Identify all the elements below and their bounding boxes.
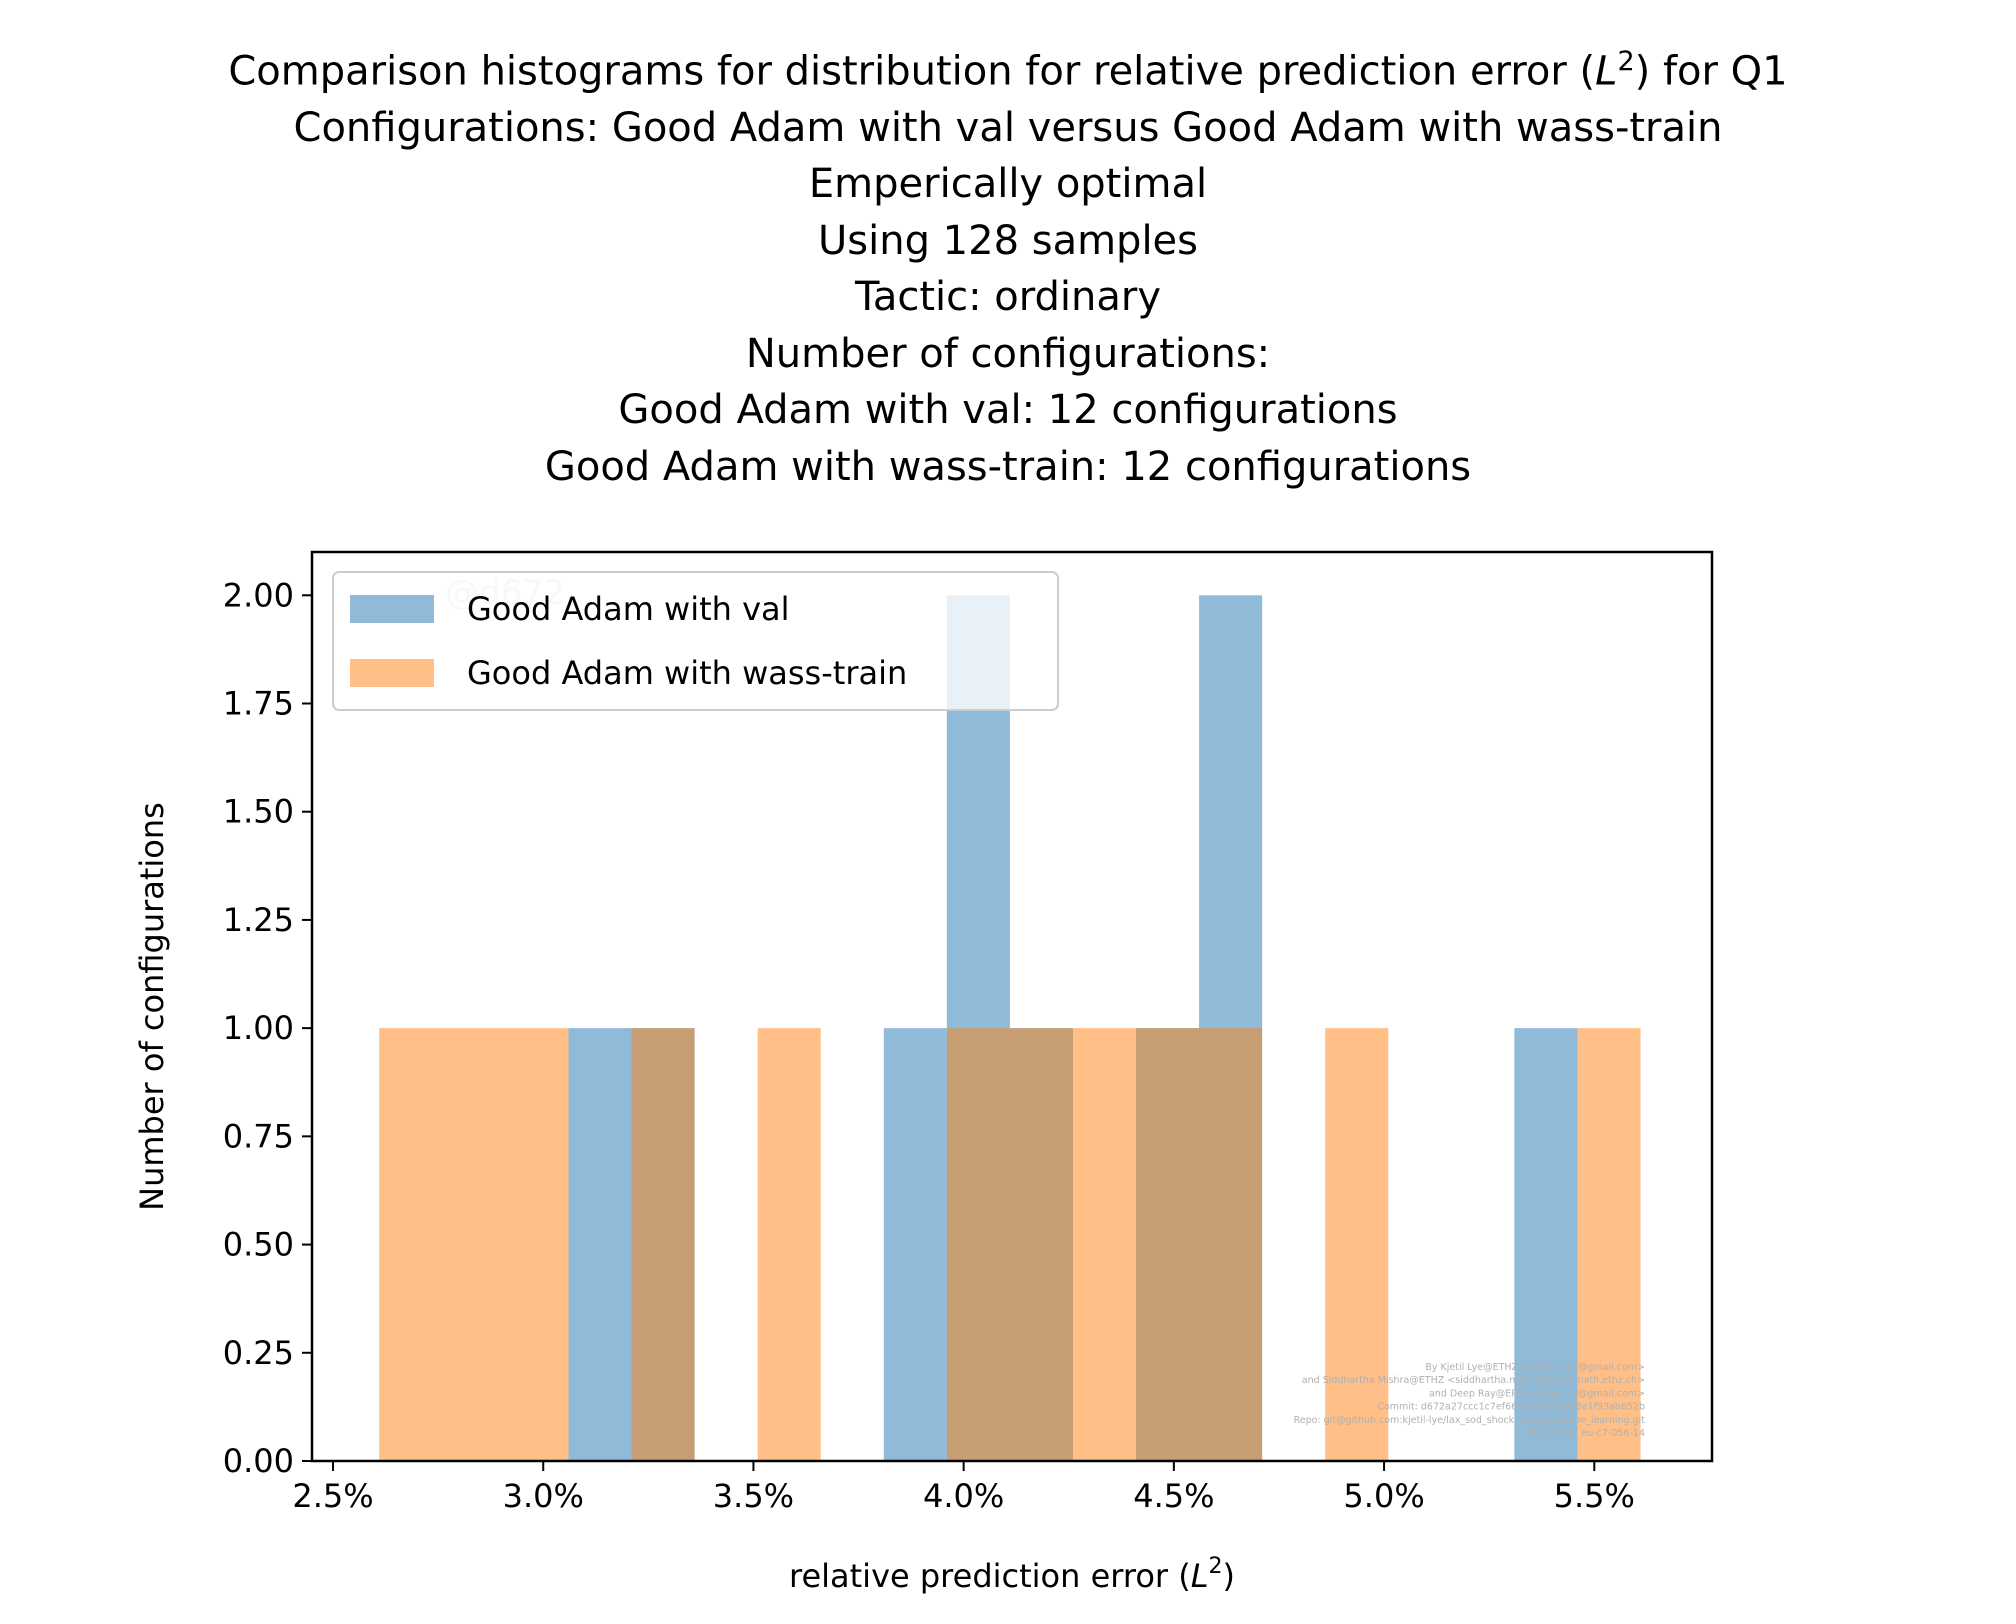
y-tick-label: 0.00: [223, 1442, 294, 1480]
bar-series-2-bin-2: [631, 1028, 695, 1461]
credit-line: Repo: git@github.com:kjetil-lye/lax_sod_…: [1294, 1415, 1646, 1426]
credit-line: Commit: d672a27ccc1c7ef664f29f55f5808e1f…: [1377, 1402, 1645, 1413]
y-axis-label: Number of configurations: [133, 802, 171, 1211]
credit-line: and Siddhartha Mishra@ETHZ <siddhartha.m…: [1302, 1375, 1645, 1386]
bar-series-2-bin-3: [757, 1028, 821, 1461]
title-line-5: Tactic: ordinary: [855, 274, 1161, 321]
axes-frame: [310, 550, 1714, 1463]
bar-series-2-bin-6: [1136, 1028, 1263, 1461]
chart-title: Comparison histograms for distribution f…: [0, 34, 2016, 495]
legend-box: [332, 571, 1059, 711]
bar-series-1-bin-1: [568, 1028, 632, 1461]
legend-swatch-2: [350, 659, 434, 687]
x-axis-ticks: 2.5% 3.0% 3.5% 4.0% 4.5% 5.0% 5.5%: [292, 1461, 1635, 1515]
x-tick-label: 2.5%: [292, 1477, 373, 1515]
y-tick-label: 1.50: [223, 793, 294, 831]
credits-layer: By Kjetil Lye@ETHZ <kjetil.o.lye@gmail.c…: [1294, 1362, 1646, 1439]
title-line-2: Configurations: Good Adam with val versu…: [293, 104, 1723, 151]
y-tick-label: 0.25: [223, 1334, 294, 1372]
bar-series-2-bin-4: [946, 1028, 1073, 1461]
credit-line: Hostname: eu-c7-056-14: [1527, 1428, 1645, 1439]
title-line-6: Number of configurations:: [745, 330, 1271, 377]
title-line-7: Good Adam with val: 12 configurations: [618, 387, 1398, 434]
x-tick-label: 3.5%: [713, 1477, 794, 1515]
title-line-8: Good Adam with wass-train: 12 configurat…: [544, 443, 1472, 490]
bar-series-2-bin-8: [1577, 1028, 1641, 1461]
y-tick-label: 0.75: [223, 1117, 294, 1155]
x-tick-label: 4.0%: [923, 1477, 1004, 1515]
bar-series-2-bin-7: [1325, 1028, 1389, 1461]
x-axis-label: relative prediction error (L2): [789, 1554, 1235, 1595]
bar-series-2-bin-1: [379, 1028, 569, 1461]
legend-label-1: Good Adam with val: [467, 590, 790, 628]
y-tick-label: 2.00: [223, 576, 294, 614]
legend-label-2: Good Adam with wass-train: [467, 654, 907, 692]
x-tick-label: 5.0%: [1343, 1477, 1424, 1515]
bar-series-2-bin-5: [1072, 1028, 1137, 1461]
legend-swatch-1: [350, 595, 434, 623]
y-axis-ticks: 0.00 0.25 0.50 0.75 1.00 1.25 1.50 1.75 2.00: [223, 576, 312, 1480]
x-tick-label: 4.5%: [1133, 1477, 1214, 1515]
y-tick-label: 1.25: [223, 901, 294, 939]
y-tick-label: 1.00: [223, 1009, 294, 1047]
title-line-4: Using 128 samples: [817, 217, 1199, 264]
x-tick-label: 3.0%: [503, 1477, 584, 1515]
legend: Good Adam with val Good Adam with wass-tr…: [332, 571, 1059, 711]
title-line-1: Comparison histograms for distribution f…: [228, 46, 1788, 95]
y-tick-label: 0.50: [223, 1226, 294, 1264]
bar-series-1-bin-3: [883, 1028, 947, 1461]
bar-series-1-bin-8: [1514, 1028, 1578, 1461]
title-line-3: Emperically optimal: [808, 161, 1208, 208]
y-tick-label: 1.75: [223, 685, 294, 723]
credit-line: and Deep Ray@EPFL<deep.ray@gmail.com>: [1429, 1388, 1645, 1399]
bars-layer: [379, 595, 1641, 1461]
credit-line: By Kjetil Lye@ETHZ <kjetil.o.lye@gmail.c…: [1425, 1362, 1645, 1373]
x-tick-label: 5.5%: [1554, 1477, 1635, 1515]
